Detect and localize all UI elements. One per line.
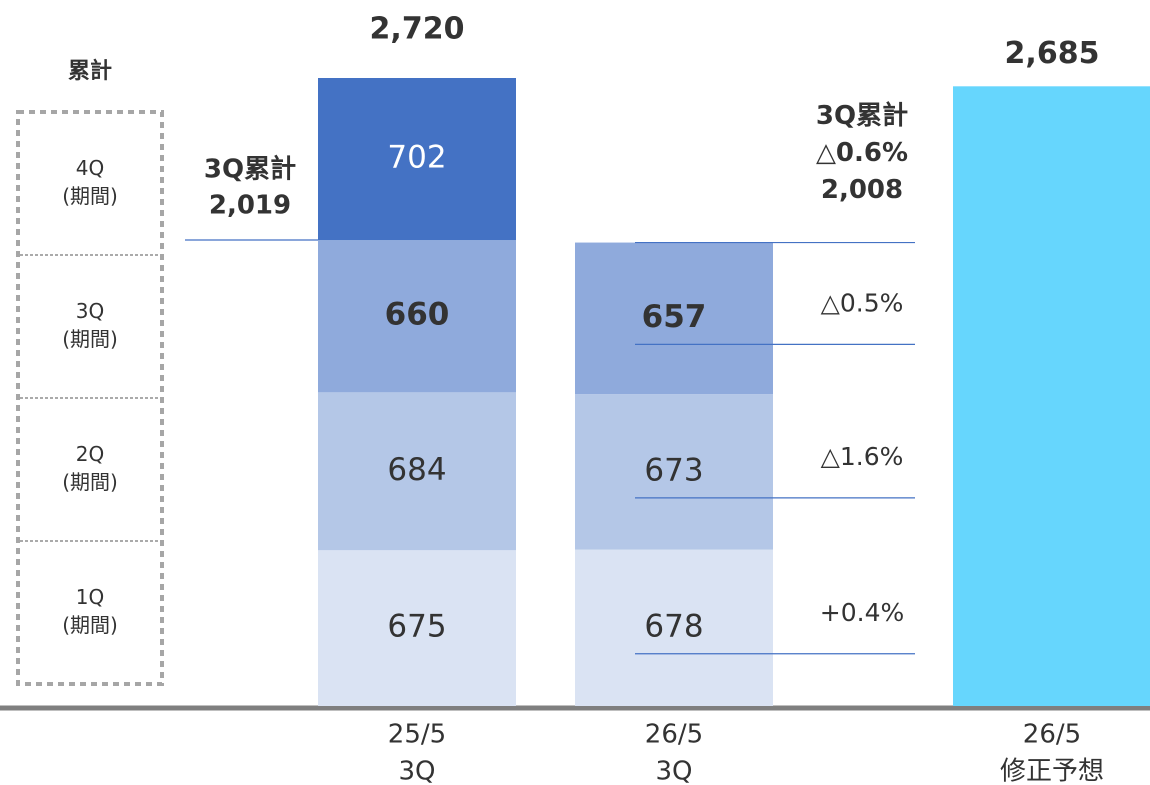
total-label: 2,720 bbox=[370, 12, 465, 47]
bar-segment bbox=[575, 242, 773, 395]
cumulative-change: △0.6% bbox=[816, 138, 908, 168]
change-label: △0.5% bbox=[821, 288, 904, 317]
change-label: △1.6% bbox=[821, 442, 904, 471]
data-label: 702 bbox=[387, 140, 446, 176]
x-tick-label: 修正予想 bbox=[1000, 757, 1104, 785]
legend-label: (期間) bbox=[62, 470, 118, 494]
x-tick-label: 26/5 bbox=[645, 720, 703, 750]
legend-label: 3Q bbox=[76, 299, 104, 323]
change-label: +0.4% bbox=[820, 598, 904, 627]
x-tick-label: 25/5 bbox=[388, 720, 446, 750]
total-label: 2,685 bbox=[1005, 36, 1100, 71]
cumulative-value: 2,008 bbox=[821, 175, 903, 205]
legend-label: 2Q bbox=[76, 442, 104, 466]
legend-label: 1Q bbox=[76, 585, 104, 609]
forecast-bar bbox=[953, 86, 1150, 706]
bar-segment bbox=[318, 78, 516, 241]
bar-segment bbox=[318, 392, 516, 551]
data-label: 657 bbox=[642, 299, 707, 335]
data-label: 673 bbox=[644, 452, 703, 488]
legend-label: 4Q bbox=[76, 156, 104, 180]
data-label: 678 bbox=[644, 608, 703, 644]
legend-label: (期間) bbox=[62, 327, 118, 351]
x-tick-label: 3Q bbox=[655, 757, 692, 785]
bar-segment bbox=[575, 549, 773, 706]
x-tick-label: 26/5 bbox=[1023, 720, 1081, 750]
legend-box bbox=[16, 110, 164, 686]
cumulative-value: 2,019 bbox=[209, 191, 291, 221]
cumulative-title: 3Q累計 bbox=[204, 154, 296, 185]
cumulative-title: 3Q累計 bbox=[816, 100, 908, 131]
data-label: 675 bbox=[387, 609, 446, 645]
legend-label: (期間) bbox=[62, 613, 118, 637]
data-label: 684 bbox=[387, 452, 446, 488]
legend-title: 累計 bbox=[68, 58, 112, 84]
x-tick-label: 3Q bbox=[398, 757, 435, 785]
legend-label: (期間) bbox=[62, 184, 118, 208]
bar-segment bbox=[575, 394, 773, 550]
data-label: 660 bbox=[385, 297, 450, 333]
bar-segment bbox=[318, 550, 516, 706]
bar-segment bbox=[318, 240, 516, 393]
